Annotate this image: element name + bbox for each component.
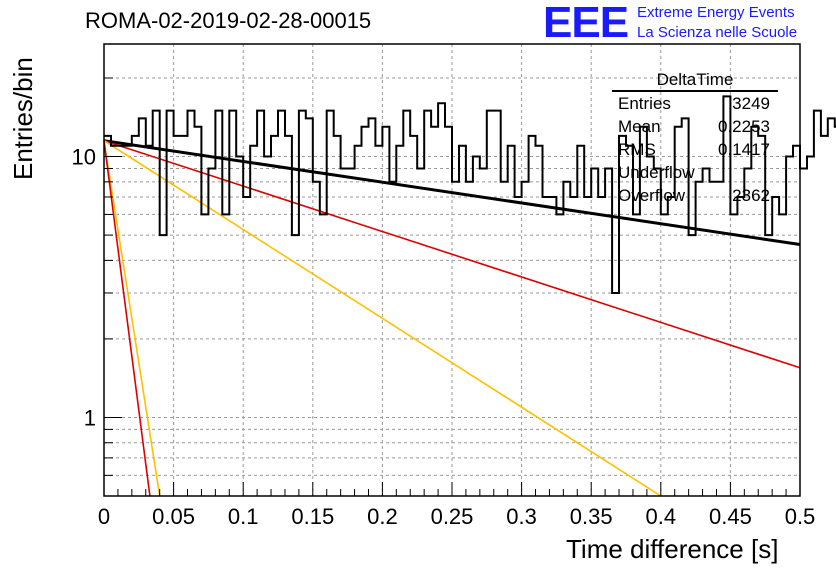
stats-value: 0.2253 [718, 117, 770, 136]
logo-line-2: La Scienza nelle Scuole [637, 24, 798, 41]
x-axis-label: Time difference [s] [566, 534, 779, 564]
axis-ticks [103, 77, 801, 496]
x-tick-label: 0.35 [570, 504, 613, 529]
x-tick-label: 0.5 [785, 504, 816, 529]
x-tick-label: 0.15 [291, 504, 334, 529]
x-tick-label: 0.4 [646, 504, 677, 529]
x-tick-label: 0.45 [709, 504, 752, 529]
tick-labels: 0 0.05 0.1 0.15 0.2 0.25 0.3 0.35 0.4 0.45 0.5 1 10 [72, 145, 816, 529]
eee-logo: EEE [543, 0, 629, 47]
stats-value: 3249 [732, 94, 770, 113]
x-tick-label: 0.1 [228, 504, 259, 529]
y-tick-label: 10 [72, 145, 96, 170]
fit-curve-1 [103, 139, 801, 369]
x-tick-label: 0.3 [506, 504, 537, 529]
chart-title: ROMA-02-2019-02-28-00015 [85, 8, 372, 33]
fit-curve-4 [103, 140, 151, 497]
fit-curve-0 [103, 139, 801, 246]
stats-key: Overflow [618, 186, 686, 205]
stats-row: Entries 3249 [612, 92, 778, 115]
stats-box: DeltaTime Entries 3249 Mean 0.2253 RMS 0.14… [612, 70, 778, 207]
fit-curve-3 [103, 140, 161, 497]
fit-curves [103, 139, 801, 497]
x-tick-label: 0.25 [431, 504, 474, 529]
stats-title: DeltaTime [612, 70, 778, 92]
stats-row: Underflow [612, 161, 778, 184]
stats-row: Overflow 2362 [612, 184, 778, 207]
stats-key: Entries [618, 94, 671, 113]
x-tick-label: 0.2 [367, 504, 398, 529]
y-axis-label: Entries/bin [8, 57, 38, 180]
x-tick-label: 0.05 [152, 504, 195, 529]
stats-row: RMS 0.1417 [612, 138, 778, 161]
x-tick-label: 0 [98, 504, 110, 529]
stats-key: RMS [618, 140, 656, 159]
stats-row: Mean 0.2253 [612, 115, 778, 138]
stats-value: 0.1417 [718, 140, 770, 159]
stats-value: 2362 [732, 186, 770, 205]
stats-key: Underflow [618, 163, 695, 182]
fit-curve-2 [103, 140, 662, 497]
stats-key: Mean [618, 117, 661, 136]
logo-line-1: Extreme Energy Events [637, 4, 795, 21]
y-tick-label: 1 [84, 405, 96, 430]
histogram-outline [104, 95, 836, 294]
histogram [104, 95, 836, 294]
